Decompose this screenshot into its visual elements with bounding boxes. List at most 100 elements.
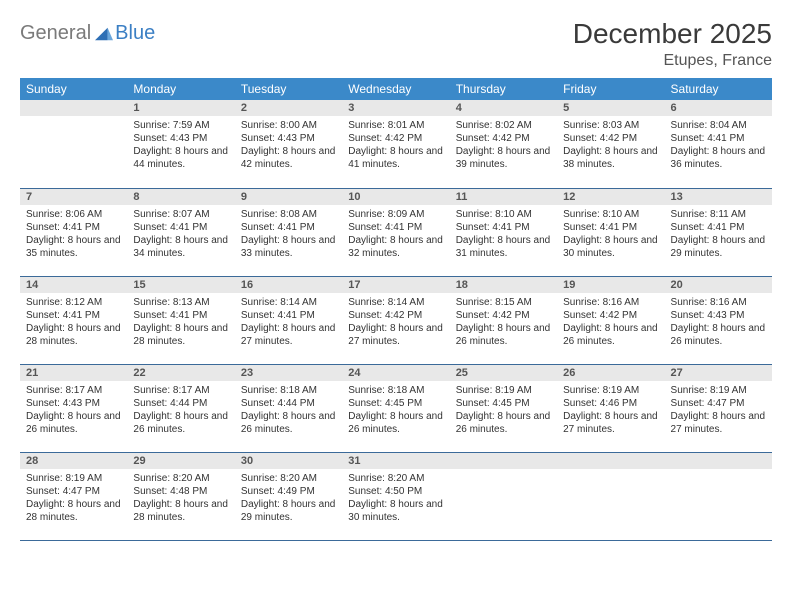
daylight-text: Daylight: 8 hours and 27 minutes.: [671, 410, 766, 436]
sunset-text: Sunset: 4:41 PM: [456, 221, 551, 234]
calendar-cell: 28Sunrise: 8:19 AMSunset: 4:47 PMDayligh…: [20, 452, 127, 540]
sunset-text: Sunset: 4:42 PM: [563, 132, 658, 145]
calendar-cell: [20, 100, 127, 188]
sunrise-text: Sunrise: 8:17 AM: [26, 384, 121, 397]
sunset-text: Sunset: 4:45 PM: [348, 397, 443, 410]
calendar-cell: 24Sunrise: 8:18 AMSunset: 4:45 PMDayligh…: [342, 364, 449, 452]
logo-text-blue: Blue: [115, 22, 155, 45]
day-details: Sunrise: 8:13 AMSunset: 4:41 PMDaylight:…: [127, 293, 234, 352]
sunrise-text: Sunrise: 8:17 AM: [133, 384, 228, 397]
day-details: Sunrise: 8:16 AMSunset: 4:42 PMDaylight:…: [557, 293, 664, 352]
day-number: 19: [557, 277, 664, 293]
day-number: 31: [342, 453, 449, 469]
daylight-text: Daylight: 8 hours and 26 minutes.: [563, 322, 658, 348]
day-details: Sunrise: 8:17 AMSunset: 4:44 PMDaylight:…: [127, 381, 234, 440]
day-number-empty: [557, 453, 664, 469]
sunset-text: Sunset: 4:43 PM: [26, 397, 121, 410]
day-details: Sunrise: 8:19 AMSunset: 4:47 PMDaylight:…: [20, 469, 127, 528]
sunset-text: Sunset: 4:42 PM: [563, 309, 658, 322]
day-details: Sunrise: 8:08 AMSunset: 4:41 PMDaylight:…: [235, 205, 342, 264]
sunrise-text: Sunrise: 8:10 AM: [456, 208, 551, 221]
sunset-text: Sunset: 4:48 PM: [133, 485, 228, 498]
logo-mark-icon: [95, 27, 113, 41]
day-details: Sunrise: 8:20 AMSunset: 4:50 PMDaylight:…: [342, 469, 449, 528]
calendar-cell: [557, 452, 664, 540]
daylight-text: Daylight: 8 hours and 36 minutes.: [671, 145, 766, 171]
daylight-text: Daylight: 8 hours and 29 minutes.: [241, 498, 336, 524]
day-number-empty: [20, 100, 127, 116]
daylight-text: Daylight: 8 hours and 44 minutes.: [133, 145, 228, 171]
day-details: Sunrise: 8:12 AMSunset: 4:41 PMDaylight:…: [20, 293, 127, 352]
sunrise-text: Sunrise: 8:16 AM: [671, 296, 766, 309]
day-details: Sunrise: 8:01 AMSunset: 4:42 PMDaylight:…: [342, 116, 449, 175]
day-number-empty: [665, 453, 772, 469]
calendar-cell: 29Sunrise: 8:20 AMSunset: 4:48 PMDayligh…: [127, 452, 234, 540]
sunrise-text: Sunrise: 8:19 AM: [456, 384, 551, 397]
sunset-text: Sunset: 4:41 PM: [133, 221, 228, 234]
calendar-cell: 19Sunrise: 8:16 AMSunset: 4:42 PMDayligh…: [557, 276, 664, 364]
sunrise-text: Sunrise: 8:06 AM: [26, 208, 121, 221]
sunset-text: Sunset: 4:43 PM: [241, 132, 336, 145]
day-number: 23: [235, 365, 342, 381]
calendar-cell: 21Sunrise: 8:17 AMSunset: 4:43 PMDayligh…: [20, 364, 127, 452]
sunrise-text: Sunrise: 8:20 AM: [133, 472, 228, 485]
daylight-text: Daylight: 8 hours and 33 minutes.: [241, 234, 336, 260]
daylight-text: Daylight: 8 hours and 41 minutes.: [348, 145, 443, 171]
day-number: 2: [235, 100, 342, 116]
day-header: Tuesday: [235, 78, 342, 100]
daylight-text: Daylight: 8 hours and 38 minutes.: [563, 145, 658, 171]
day-number-empty: [450, 453, 557, 469]
day-number: 21: [20, 365, 127, 381]
day-details: Sunrise: 8:14 AMSunset: 4:41 PMDaylight:…: [235, 293, 342, 352]
day-details: Sunrise: 8:18 AMSunset: 4:45 PMDaylight:…: [342, 381, 449, 440]
sunrise-text: Sunrise: 8:16 AM: [563, 296, 658, 309]
day-number: 6: [665, 100, 772, 116]
sunset-text: Sunset: 4:45 PM: [456, 397, 551, 410]
daylight-text: Daylight: 8 hours and 30 minutes.: [348, 498, 443, 524]
day-details: Sunrise: 8:11 AMSunset: 4:41 PMDaylight:…: [665, 205, 772, 264]
calendar-cell: 3Sunrise: 8:01 AMSunset: 4:42 PMDaylight…: [342, 100, 449, 188]
sunset-text: Sunset: 4:43 PM: [671, 309, 766, 322]
day-header: Sunday: [20, 78, 127, 100]
daylight-text: Daylight: 8 hours and 26 minutes.: [456, 322, 551, 348]
day-details: Sunrise: 8:19 AMSunset: 4:45 PMDaylight:…: [450, 381, 557, 440]
sunset-text: Sunset: 4:41 PM: [133, 309, 228, 322]
sunset-text: Sunset: 4:41 PM: [241, 221, 336, 234]
sunrise-text: Sunrise: 8:08 AM: [241, 208, 336, 221]
day-number: 12: [557, 189, 664, 205]
daylight-text: Daylight: 8 hours and 26 minutes.: [671, 322, 766, 348]
sunrise-text: Sunrise: 8:20 AM: [348, 472, 443, 485]
calendar-cell: 12Sunrise: 8:10 AMSunset: 4:41 PMDayligh…: [557, 188, 664, 276]
calendar-cell: 10Sunrise: 8:09 AMSunset: 4:41 PMDayligh…: [342, 188, 449, 276]
sunrise-text: Sunrise: 8:14 AM: [348, 296, 443, 309]
daylight-text: Daylight: 8 hours and 39 minutes.: [456, 145, 551, 171]
sunrise-text: Sunrise: 8:09 AM: [348, 208, 443, 221]
day-details: Sunrise: 8:15 AMSunset: 4:42 PMDaylight:…: [450, 293, 557, 352]
calendar-cell: 2Sunrise: 8:00 AMSunset: 4:43 PMDaylight…: [235, 100, 342, 188]
day-number: 27: [665, 365, 772, 381]
calendar-cell: 9Sunrise: 8:08 AMSunset: 4:41 PMDaylight…: [235, 188, 342, 276]
day-details: Sunrise: 8:06 AMSunset: 4:41 PMDaylight:…: [20, 205, 127, 264]
day-details: Sunrise: 8:03 AMSunset: 4:42 PMDaylight:…: [557, 116, 664, 175]
day-header-row: Sunday Monday Tuesday Wednesday Thursday…: [20, 78, 772, 100]
calendar-week-row: 1 Sunrise: 7:59 AM Sunset: 4:43 PM Daylight…: [20, 100, 772, 188]
day-number: 5: [557, 100, 664, 116]
sunrise-text: Sunrise: 7:59 AM: [133, 119, 228, 132]
month-title: December 2025: [573, 18, 772, 50]
day-number: 9: [235, 189, 342, 205]
day-number: 7: [20, 189, 127, 205]
daylight-text: Daylight: 8 hours and 30 minutes.: [563, 234, 658, 260]
sunset-text: Sunset: 4:49 PM: [241, 485, 336, 498]
sunset-text: Sunset: 4:41 PM: [348, 221, 443, 234]
sunrise-text: Sunrise: 8:04 AM: [671, 119, 766, 132]
sunset-text: Sunset: 4:42 PM: [348, 309, 443, 322]
sunset-text: Sunset: 4:47 PM: [26, 485, 121, 498]
sunset-text: Sunset: 4:42 PM: [456, 309, 551, 322]
sunset-text: Sunset: 4:41 PM: [671, 132, 766, 145]
sunrise-text: Sunrise: 8:01 AM: [348, 119, 443, 132]
day-details: Sunrise: 8:09 AMSunset: 4:41 PMDaylight:…: [342, 205, 449, 264]
sunrise-text: Sunrise: 8:07 AM: [133, 208, 228, 221]
day-number: 1: [127, 100, 234, 116]
daylight-text: Daylight: 8 hours and 34 minutes.: [133, 234, 228, 260]
calendar-cell: 7Sunrise: 8:06 AMSunset: 4:41 PMDaylight…: [20, 188, 127, 276]
